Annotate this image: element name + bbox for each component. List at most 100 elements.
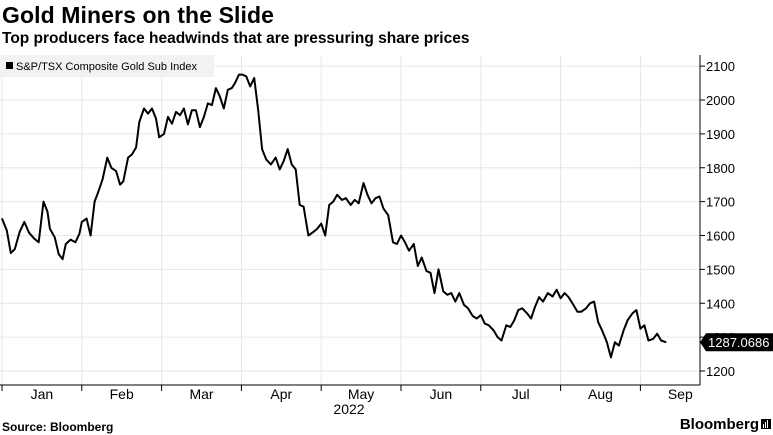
x-tick-label: Sep — [668, 386, 693, 402]
series-point — [530, 317, 532, 320]
last-value-label: 1287.0686 — [708, 335, 769, 350]
series-point — [665, 341, 667, 343]
series-point — [219, 96, 221, 98]
series-point — [392, 241, 394, 243]
series-point — [467, 307, 469, 309]
series-point — [151, 107, 153, 110]
series-point — [291, 163, 293, 165]
series-point — [513, 319, 515, 321]
series-point — [589, 302, 591, 304]
series-point — [484, 323, 486, 325]
series-point — [639, 328, 642, 330]
series-point — [623, 329, 625, 331]
series-point — [187, 123, 189, 125]
series-point — [350, 204, 352, 206]
series-point — [215, 87, 217, 89]
series-point — [362, 182, 365, 184]
series-point — [413, 243, 415, 245]
series-point — [265, 158, 267, 160]
series-point — [163, 133, 165, 135]
series-point — [249, 85, 251, 87]
series-point — [90, 234, 92, 237]
y-tick-label: 1400 — [706, 296, 735, 311]
series-point — [231, 87, 233, 89]
series-point — [23, 221, 25, 223]
series-point — [207, 102, 209, 104]
series-point — [70, 239, 72, 241]
y-tick-label: 1200 — [706, 364, 735, 379]
series-point — [270, 163, 272, 165]
series-point — [195, 109, 197, 111]
series-point — [183, 107, 185, 110]
series-point — [10, 252, 12, 254]
series-point — [307, 234, 309, 237]
series-point — [241, 74, 243, 76]
series-point — [534, 306, 536, 308]
series-point — [312, 231, 314, 233]
series-point — [223, 107, 225, 110]
series-point — [211, 104, 213, 106]
y-tick-label: 2000 — [706, 93, 735, 108]
series-point — [147, 113, 149, 115]
series-point — [493, 329, 495, 331]
series-point — [167, 116, 169, 118]
series-point — [509, 326, 511, 328]
series-point — [472, 315, 474, 317]
y-tick-label: 1500 — [706, 262, 735, 277]
series-point — [366, 194, 369, 196]
series-point — [421, 256, 423, 259]
series-point — [517, 309, 519, 311]
series-point — [488, 324, 490, 326]
series-point — [138, 121, 140, 123]
series-point — [135, 146, 137, 148]
series-point — [253, 77, 255, 79]
series-point — [78, 233, 80, 235]
series-point — [370, 202, 373, 204]
series-point — [618, 345, 620, 347]
series-point — [97, 192, 99, 194]
series-point — [14, 248, 16, 250]
series-point — [433, 292, 436, 294]
series-point — [505, 324, 507, 326]
series-point — [227, 89, 229, 91]
series-point — [191, 109, 193, 111]
x-tick-label: Jan — [31, 386, 54, 402]
series-point — [572, 304, 575, 306]
brand-logo-text: Bloomberg — [679, 416, 759, 433]
series-point — [65, 243, 67, 245]
series-point — [521, 307, 523, 309]
series-point — [547, 292, 549, 294]
series-point — [631, 312, 634, 314]
series-point — [538, 296, 540, 298]
series-point — [158, 136, 160, 138]
x-year-label: 2022 — [333, 401, 364, 417]
series-point — [303, 206, 305, 208]
series-point — [74, 241, 76, 243]
series-point — [463, 304, 465, 306]
series-point — [143, 107, 145, 110]
series-point — [614, 341, 616, 343]
x-tick-label: Jun — [430, 386, 453, 402]
series-point — [115, 170, 117, 172]
chart-title: Gold Miners on the Slide — [2, 2, 275, 28]
series-point — [643, 324, 646, 326]
series-point — [500, 339, 503, 342]
series-point — [234, 82, 236, 84]
series-point — [203, 116, 205, 118]
series-point — [275, 157, 277, 159]
series-point — [345, 197, 347, 199]
series-point — [358, 202, 360, 204]
series-point — [450, 292, 452, 294]
series-point — [6, 229, 8, 231]
series-point — [46, 211, 49, 213]
series-point — [560, 297, 562, 299]
series-point — [627, 319, 629, 321]
series-point — [261, 148, 263, 150]
series-point — [171, 123, 173, 125]
series-point — [647, 339, 650, 342]
series-point — [378, 195, 381, 198]
series-point — [238, 74, 240, 76]
series-point — [429, 272, 432, 274]
last-value-tag — [700, 333, 773, 352]
series-point — [417, 265, 419, 267]
